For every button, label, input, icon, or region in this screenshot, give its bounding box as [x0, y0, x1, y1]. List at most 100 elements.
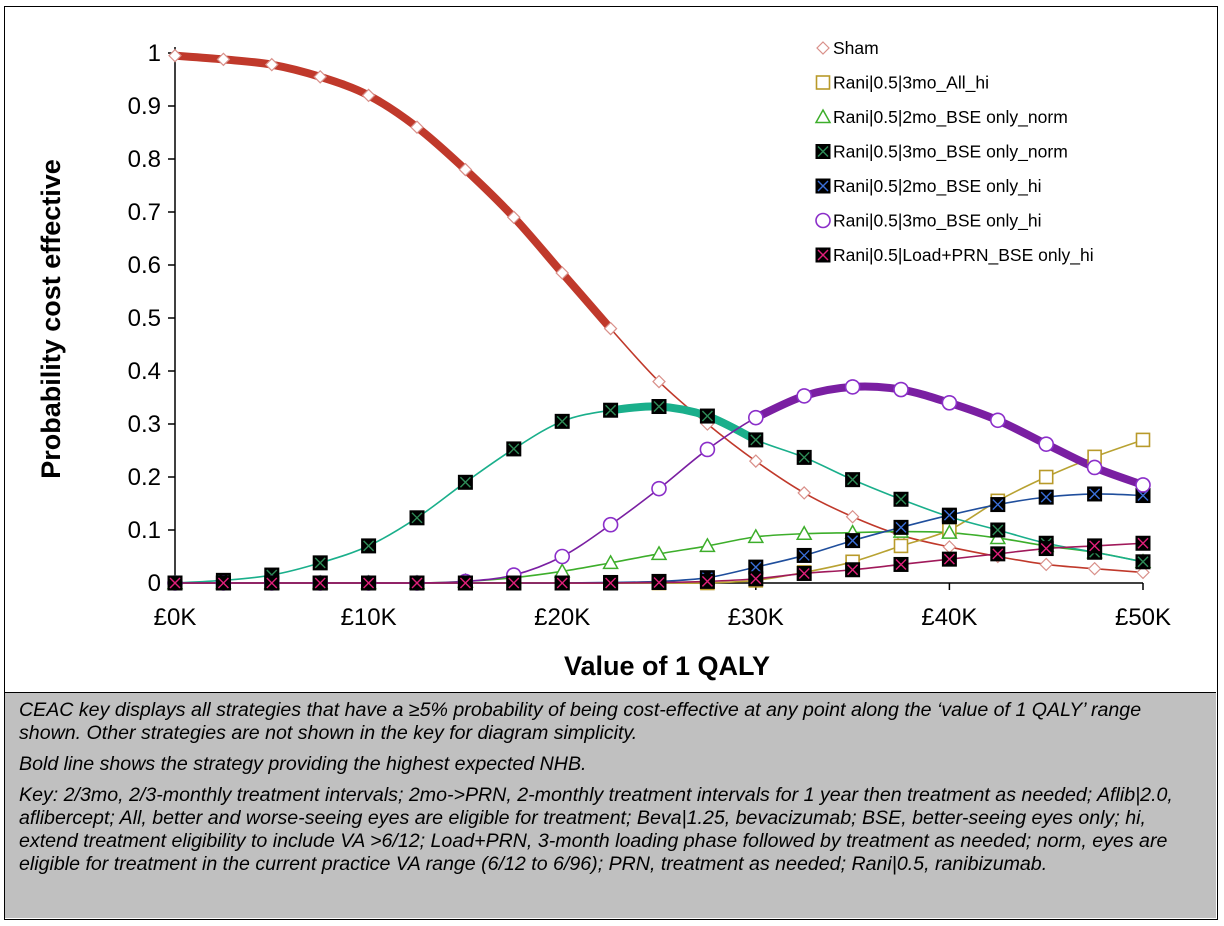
x-tick-label: £10K	[341, 604, 397, 631]
series-6-point-cross	[605, 577, 617, 589]
y-tick-label: 0.3	[128, 411, 161, 438]
series-0-point	[1136, 565, 1150, 580]
series-6-point-cross	[314, 577, 326, 589]
series-0-point	[216, 52, 231, 67]
legend-marker-0	[816, 41, 830, 55]
y-tick-label: 0.6	[128, 252, 161, 279]
series-5-point	[941, 394, 958, 411]
series-5-point	[651, 480, 667, 497]
series-4-point-cross	[750, 561, 762, 573]
series-6-point-cross	[556, 577, 568, 589]
series-4-point-cross	[992, 499, 1004, 511]
series-0-point	[652, 374, 666, 389]
series-1-point	[1135, 432, 1151, 448]
series-5-point	[699, 441, 716, 458]
series-4-point-cross	[1040, 491, 1052, 503]
series-2-point	[602, 554, 619, 570]
series-5-point	[747, 409, 764, 426]
series-3-point-cross	[556, 415, 568, 427]
ceac-chart: 0 0.1 0.2 0.3 0.4 0.5 0.6 0.7 0.8 0.9 1 £0K £10K £20K…	[36, 38, 1171, 681]
series-3-point-cross	[847, 474, 859, 486]
series-6-point-cross	[169, 577, 181, 589]
x-tick-label: £40K	[921, 604, 977, 631]
series-1-point	[893, 538, 909, 554]
series-4-point-cross	[943, 509, 955, 521]
series-0-point	[845, 509, 860, 524]
series-3-point-cross	[992, 524, 1004, 536]
legend-label-6: Rani|0.5|Load+PRN_BSE only_hi	[833, 245, 1094, 266]
series-3-point-cross	[605, 404, 617, 416]
series-6-point-cross	[266, 577, 278, 589]
series-5-point	[1135, 477, 1151, 493]
series-6-point-cross	[653, 576, 665, 588]
series-bold-segment-0	[174, 51, 614, 332]
legend-marker-4-cross	[817, 180, 829, 192]
series-3-point-cross	[701, 410, 713, 422]
series-0-point	[748, 454, 763, 468]
caption-line-3: Key: 2/3mo, 2/3-monthly treatment interv…	[19, 784, 1173, 875]
caption-line-1: CEAC key displays all strategies that ha…	[19, 699, 1142, 744]
legend-label-1: Rani|0.5|3mo_All_hi	[833, 73, 989, 94]
series-0-point	[506, 210, 521, 225]
series-3-point-cross	[411, 512, 423, 524]
legend-marker-2	[814, 108, 832, 124]
series-3-point-cross	[363, 540, 375, 552]
y-tick-label: 0.9	[128, 93, 161, 120]
series-5-point	[844, 379, 861, 395]
series-0-point	[797, 486, 812, 500]
series-2-point	[650, 545, 668, 561]
figure-frame: 0 0.1 0.2 0.3 0.4 0.5 0.6 0.7 0.8 0.9 1 £0K £10K £20K…	[4, 6, 1218, 920]
y-tick-label: 0.8	[128, 146, 161, 173]
series-0-point	[361, 88, 376, 103]
legend-label-3: Rani|0.5|3mo_BSE only_norm	[833, 142, 1068, 163]
series-0-point	[1039, 557, 1054, 572]
series-2-point	[747, 528, 765, 544]
legend-label-4: Rani|0.5|2mo_BSE only_hi	[833, 176, 1042, 197]
series-0-point	[410, 120, 424, 135]
series-0-point	[603, 321, 618, 336]
series-2-point	[941, 524, 958, 539]
y-tick-label: 0.1	[128, 517, 161, 544]
series-6-point-cross	[701, 575, 713, 587]
series-6-point-cross	[1040, 543, 1052, 555]
series-0-point	[168, 48, 182, 63]
series-4-point-cross	[847, 535, 859, 547]
y-tick-label: 1	[148, 40, 161, 67]
x-tick-label: £20K	[534, 604, 590, 631]
series-0-point	[458, 162, 473, 177]
series-5-point	[796, 388, 813, 404]
series-5-point	[602, 516, 619, 533]
series-6-point-cross	[895, 558, 907, 570]
series-6-point-cross	[847, 564, 859, 576]
y-tick-label: 0.2	[128, 464, 161, 491]
markers-layer	[166, 48, 1152, 591]
figure-caption: CEAC key displays all strategies that ha…	[5, 692, 1216, 918]
series-6-point-cross	[798, 567, 810, 579]
x-tick-label: £0K	[154, 604, 197, 631]
series-0-point	[264, 57, 279, 72]
series-bold-segment-3	[610, 402, 758, 444]
series-5-point	[1086, 459, 1103, 476]
legend-marker-6-cross	[817, 249, 829, 261]
legend-marker-3-cross	[817, 146, 829, 157]
series-3-point-cross	[798, 451, 810, 463]
legend-marker-5	[815, 212, 831, 229]
series-1-point	[1038, 469, 1054, 485]
series-6-point-cross	[992, 548, 1004, 560]
caption-line-2: Bold line shows the strategy providing t…	[19, 753, 587, 775]
series-6-point-cross	[750, 573, 762, 585]
series-6-point-cross	[1137, 537, 1149, 549]
series-5-point	[1038, 436, 1054, 452]
x-tick-label: £50K	[1115, 604, 1171, 631]
y-tick-label: 0.4	[128, 358, 161, 385]
series-2-point	[795, 525, 813, 540]
y-tick-label: 0.7	[128, 199, 161, 226]
y-tick-label: 0.5	[128, 305, 161, 332]
series-3-point-cross	[750, 434, 762, 446]
y-axis-title: Probability cost effective	[36, 159, 66, 479]
series-6-point-cross	[459, 577, 471, 589]
y-tick-label: 0	[148, 570, 161, 597]
axes-layer: 0 0.1 0.2 0.3 0.4 0.5 0.6 0.7 0.8 0.9 1 £0K £10K £20K…	[128, 40, 1171, 631]
series-5-point	[554, 548, 571, 565]
x-axis-title: Value of 1 QALY	[564, 651, 770, 681]
